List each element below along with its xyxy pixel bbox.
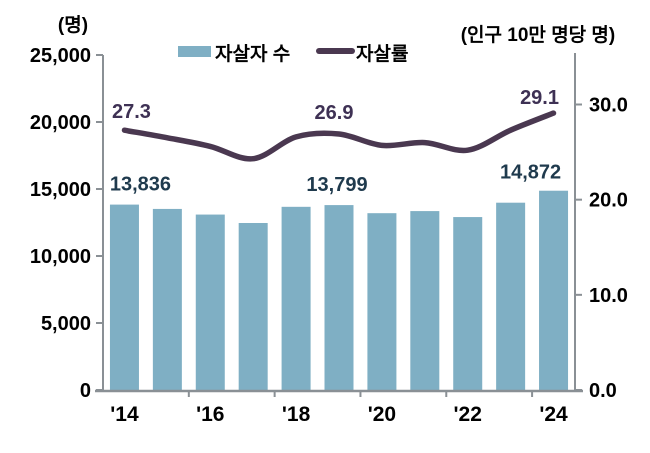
legend-bar-series-label: 자살자 수 [215,43,290,65]
x-axis-label-2016: '16 [196,403,224,426]
right-axis-tick-label: 20.0 [589,190,628,212]
left-axis-tick-label: 20,000 [30,112,91,134]
left-axis-tick-label: 0 [80,380,91,402]
bar-value-label-2019: 13,799 [306,174,367,196]
x-axis-label-2020: '20 [368,403,396,426]
rate-value-label-2014: 27.3 [112,101,151,123]
bar-2020 [367,213,397,390]
bar-2021 [410,211,440,390]
bar-2016 [195,214,225,390]
bar-2022 [453,217,483,390]
left-axis-tick-label: 25,000 [30,45,91,67]
left-axis-tick-label: 10,000 [30,246,91,268]
x-axis-label-2014: '14 [110,403,139,426]
legend: 자살자 수 자살률 [178,43,408,65]
bar-2018 [281,206,311,390]
suicide-rate-line [121,110,557,162]
bar-2017 [238,222,268,390]
bar-2024 [539,190,569,390]
left-axis-tick-label: 5,000 [41,313,91,335]
right-axis-tick-label: 10.0 [589,285,628,307]
rate-value-label-2024: 29.1 [520,87,559,109]
bar-2023 [496,202,526,390]
bar-value-label-2024: 14,872 [500,162,561,184]
bar-value-label-2014: 13,836 [110,174,171,196]
plot-area: 25,000 20,000 15,000 10,000 5,000 0 30.0 20.0 10… [30,45,628,426]
bar-2019 [324,205,354,390]
legend-line-series-label: 자살률 [356,43,408,65]
x-axis-label-2022: '22 [454,403,482,426]
bar-2014 [109,204,139,390]
right-axis-tick-label: 30.0 [589,95,628,117]
legend-bar-swatch [178,46,211,57]
bar-2015 [152,208,182,390]
left-axis-unit-label: (명) [58,14,88,36]
rate-value-label-2019: 26.9 [315,102,354,124]
x-axis-label-2018: '18 [282,403,311,426]
x-axis-label-2024: '24 [539,403,568,426]
right-axis-tick-label: 0.0 [589,380,617,402]
left-axis-tick-label: 15,000 [30,179,91,201]
right-axis-unit-label: (인구 10만 명당 명) [461,24,616,46]
